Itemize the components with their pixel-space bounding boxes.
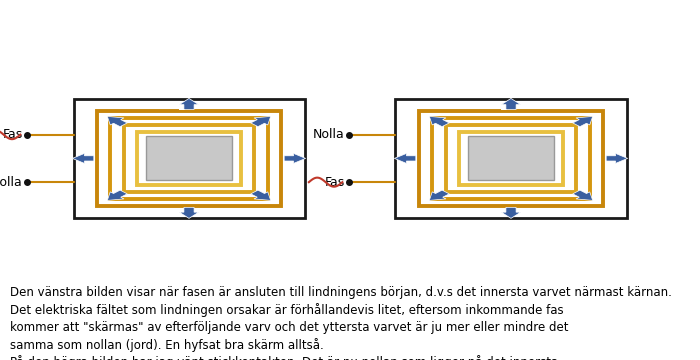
Polygon shape	[284, 153, 306, 163]
Bar	[110, 118, 268, 199]
Polygon shape	[429, 116, 449, 127]
Text: Fas: Fas	[324, 176, 344, 189]
Text: kommer att "skärmas" av efterföljande varv och det yttersta varvet är ju mer ell: kommer att "skärmas" av efterföljande va…	[10, 321, 569, 334]
Text: Den vänstra bilden visar när fasen är ansluten till lindningens början, d.v.s de: Den vänstra bilden visar när fasen är an…	[10, 286, 673, 299]
Polygon shape	[179, 207, 199, 219]
Bar	[395, 99, 626, 218]
Text: samma som nollan (jord). En hyfsat bra skärm alltså.: samma som nollan (jord). En hyfsat bra s…	[10, 338, 324, 352]
Text: Nolla: Nolla	[313, 128, 344, 141]
Polygon shape	[573, 190, 593, 201]
Polygon shape	[251, 190, 271, 201]
Text: Nolla: Nolla	[0, 176, 22, 189]
Polygon shape	[394, 153, 416, 163]
Text: Fas: Fas	[2, 128, 22, 141]
Text: På den högra bilden har jag vänt stickkontakten. Det är nu nollan som ligger på : På den högra bilden har jag vänt stickko…	[10, 355, 559, 360]
Bar	[146, 136, 232, 180]
Polygon shape	[501, 98, 521, 109]
Bar	[459, 132, 563, 185]
Bar	[137, 132, 241, 185]
Bar	[124, 125, 255, 192]
Polygon shape	[251, 116, 271, 127]
Polygon shape	[573, 116, 593, 127]
Polygon shape	[179, 98, 199, 109]
Polygon shape	[606, 153, 628, 163]
Bar	[445, 125, 576, 192]
Polygon shape	[429, 190, 449, 201]
Bar	[74, 99, 304, 218]
Polygon shape	[501, 207, 521, 219]
Text: Det elektriska fältet som lindningen orsakar är förhållandevis litet, eftersom i: Det elektriska fältet som lindningen ors…	[10, 303, 564, 318]
Bar	[97, 111, 281, 206]
Polygon shape	[107, 116, 127, 127]
Bar	[419, 111, 603, 206]
Bar	[468, 136, 554, 180]
Polygon shape	[107, 190, 127, 201]
Bar	[432, 118, 590, 199]
Polygon shape	[72, 153, 94, 163]
